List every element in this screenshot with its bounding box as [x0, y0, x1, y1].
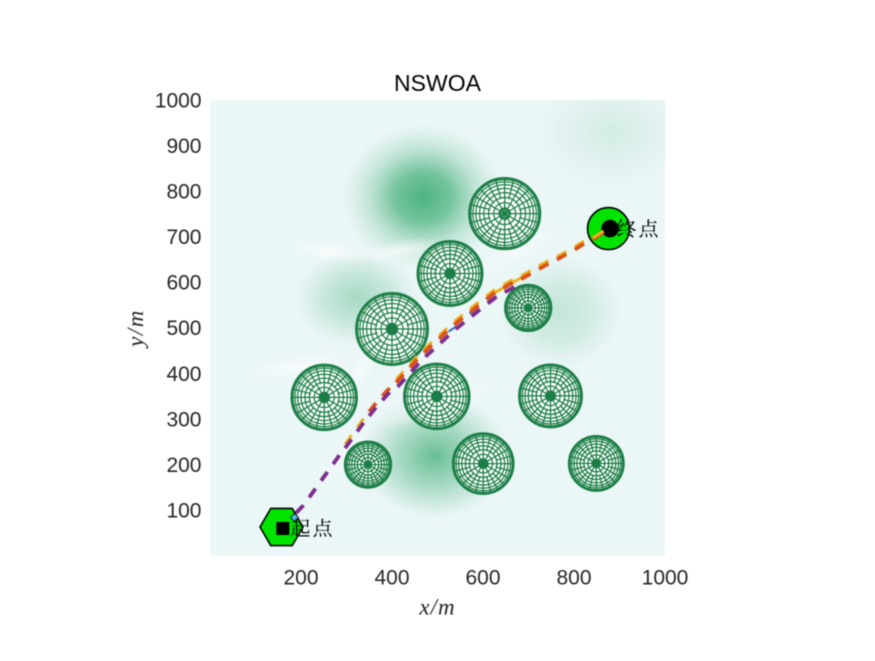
svg-text:100: 100 — [166, 500, 201, 523]
svg-text:600: 600 — [465, 567, 500, 590]
svg-text:600: 600 — [166, 272, 201, 295]
svg-text:700: 700 — [166, 226, 201, 249]
svg-text:NSWOA: NSWOA — [394, 70, 482, 96]
svg-text:1000: 1000 — [642, 567, 689, 590]
svg-text:x/m: x/m — [418, 595, 455, 620]
svg-text:1000: 1000 — [155, 90, 202, 113]
svg-text:800: 800 — [556, 567, 591, 590]
svg-text:400: 400 — [374, 567, 409, 590]
svg-text:300: 300 — [166, 408, 201, 431]
svg-text:y/m: y/m — [123, 309, 148, 349]
svg-text:400: 400 — [166, 363, 201, 386]
svg-text:800: 800 — [166, 181, 201, 204]
svg-text:200: 200 — [283, 567, 318, 590]
svg-text:900: 900 — [166, 135, 201, 158]
svg-text:500: 500 — [166, 317, 201, 340]
svg-text:200: 200 — [166, 454, 201, 477]
